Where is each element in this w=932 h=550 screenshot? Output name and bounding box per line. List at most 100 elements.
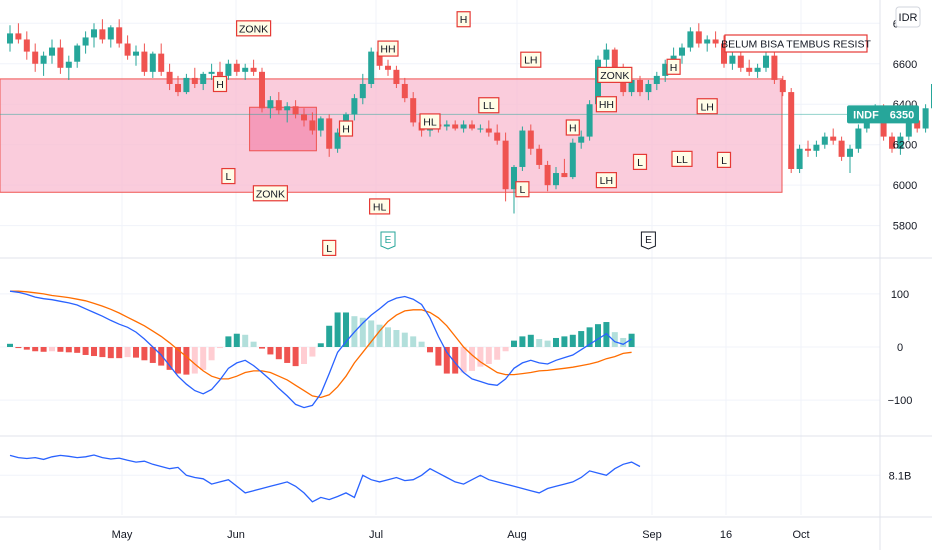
candle (695, 23, 702, 48)
candle (737, 51, 744, 72)
swing-label-text: HH (599, 99, 614, 111)
swing-label-text: L (721, 155, 727, 167)
swing-label: LH (520, 51, 542, 68)
candle (536, 144, 543, 169)
candle (813, 140, 820, 157)
overlay: IDR BELUM BISA TEMBUS RESIST INDF 6350 (721, 6, 921, 124)
candle-body (830, 136, 837, 141)
swing-label: H (338, 120, 354, 137)
candle (830, 128, 837, 145)
candle-body (897, 136, 904, 149)
candle-body (158, 53, 165, 72)
candle (200, 71, 207, 91)
macd-histogram-bar (628, 333, 635, 347)
candlestick-series[interactable] (7, 19, 932, 214)
swing-label: H (666, 58, 681, 75)
macd-panel[interactable] (7, 290, 635, 409)
swing-label: ZONK (597, 66, 633, 83)
macd-histogram-bar (116, 347, 123, 359)
candle-body (284, 106, 291, 111)
x-tick-label: Aug (507, 529, 527, 541)
macd-tick-label: 100 (891, 289, 909, 301)
swing-label-text: HH (380, 44, 395, 56)
swing-label-box (597, 66, 633, 83)
swing-label: LL (671, 150, 693, 167)
candle-body (754, 67, 761, 72)
macd-histogram-bar (141, 347, 148, 361)
candle (317, 116, 324, 137)
candle-body (704, 39, 711, 44)
candle-body (259, 71, 265, 109)
candle (821, 132, 828, 149)
candle (191, 67, 198, 89)
candle (847, 144, 853, 174)
macd-histogram-bar (124, 347, 131, 358)
candle-body (443, 124, 450, 127)
swing-label-box (322, 239, 337, 257)
candle-body (922, 108, 929, 129)
macd-histogram-bar (217, 347, 223, 349)
earnings-event-marker[interactable]: E (640, 231, 656, 250)
candle-body (124, 43, 131, 56)
candle-body (653, 75, 660, 84)
swing-label-box (338, 120, 354, 137)
candle (401, 77, 408, 103)
currency-button[interactable]: IDR (895, 6, 921, 28)
x-tick-label: 16 (720, 529, 732, 541)
candle (242, 63, 249, 80)
swing-label-box (236, 20, 272, 37)
candle (99, 19, 106, 44)
swing-label-box (595, 96, 618, 113)
candle (292, 100, 299, 119)
swing-label: H (565, 119, 580, 136)
swing-label-text: H (342, 124, 350, 136)
macd-histogram-bar (158, 347, 165, 366)
candle (469, 120, 475, 131)
swing-label-box (716, 151, 732, 168)
candle (637, 75, 643, 97)
swing-label-text: H (460, 14, 468, 26)
swing-label-box (520, 51, 542, 68)
swing-label-box (212, 75, 228, 93)
swing-label-text: LL (483, 100, 495, 112)
candle (771, 51, 778, 84)
x-tick-label: Jul (369, 529, 383, 541)
macd-histogram-bar (536, 339, 543, 347)
macd-histogram-bar (23, 347, 30, 350)
candle-body (519, 130, 526, 167)
swing-label-text: H (216, 79, 224, 91)
macd-histogram-bar (334, 312, 341, 347)
macd-histogram-bar (317, 343, 324, 347)
macd-histogram-bar (469, 347, 475, 371)
candle-body (662, 63, 669, 76)
candle (460, 120, 467, 133)
event-badge-text: E (645, 235, 652, 246)
candle (133, 45, 139, 66)
x-tick-label: Sep (642, 529, 662, 541)
candle (309, 112, 316, 135)
swing-label: H (456, 11, 471, 28)
candle-body (603, 49, 610, 60)
candle-body (838, 140, 845, 157)
candle-body (275, 100, 282, 111)
candle (519, 126, 526, 172)
macd-histogram-bar (393, 330, 400, 347)
macd-histogram-bar (359, 317, 366, 347)
candle (74, 43, 81, 68)
ticker-price: 6350 (890, 109, 914, 121)
volume-panel[interactable] (9, 454, 641, 503)
swing-label-text: L (326, 243, 332, 255)
candle (284, 102, 291, 123)
macd-signal-line (10, 290, 632, 399)
candle-body (359, 83, 366, 99)
swing-label-box (671, 150, 693, 167)
candle-body (788, 92, 795, 169)
candle (275, 92, 282, 115)
candle-body (637, 79, 643, 93)
macd-histogram-bar (74, 347, 81, 353)
resistance-zone (0, 78, 880, 193)
macd-histogram-bar (107, 347, 114, 359)
macd-histogram-bar (32, 347, 39, 352)
earnings-event-marker[interactable]: E (380, 231, 396, 250)
